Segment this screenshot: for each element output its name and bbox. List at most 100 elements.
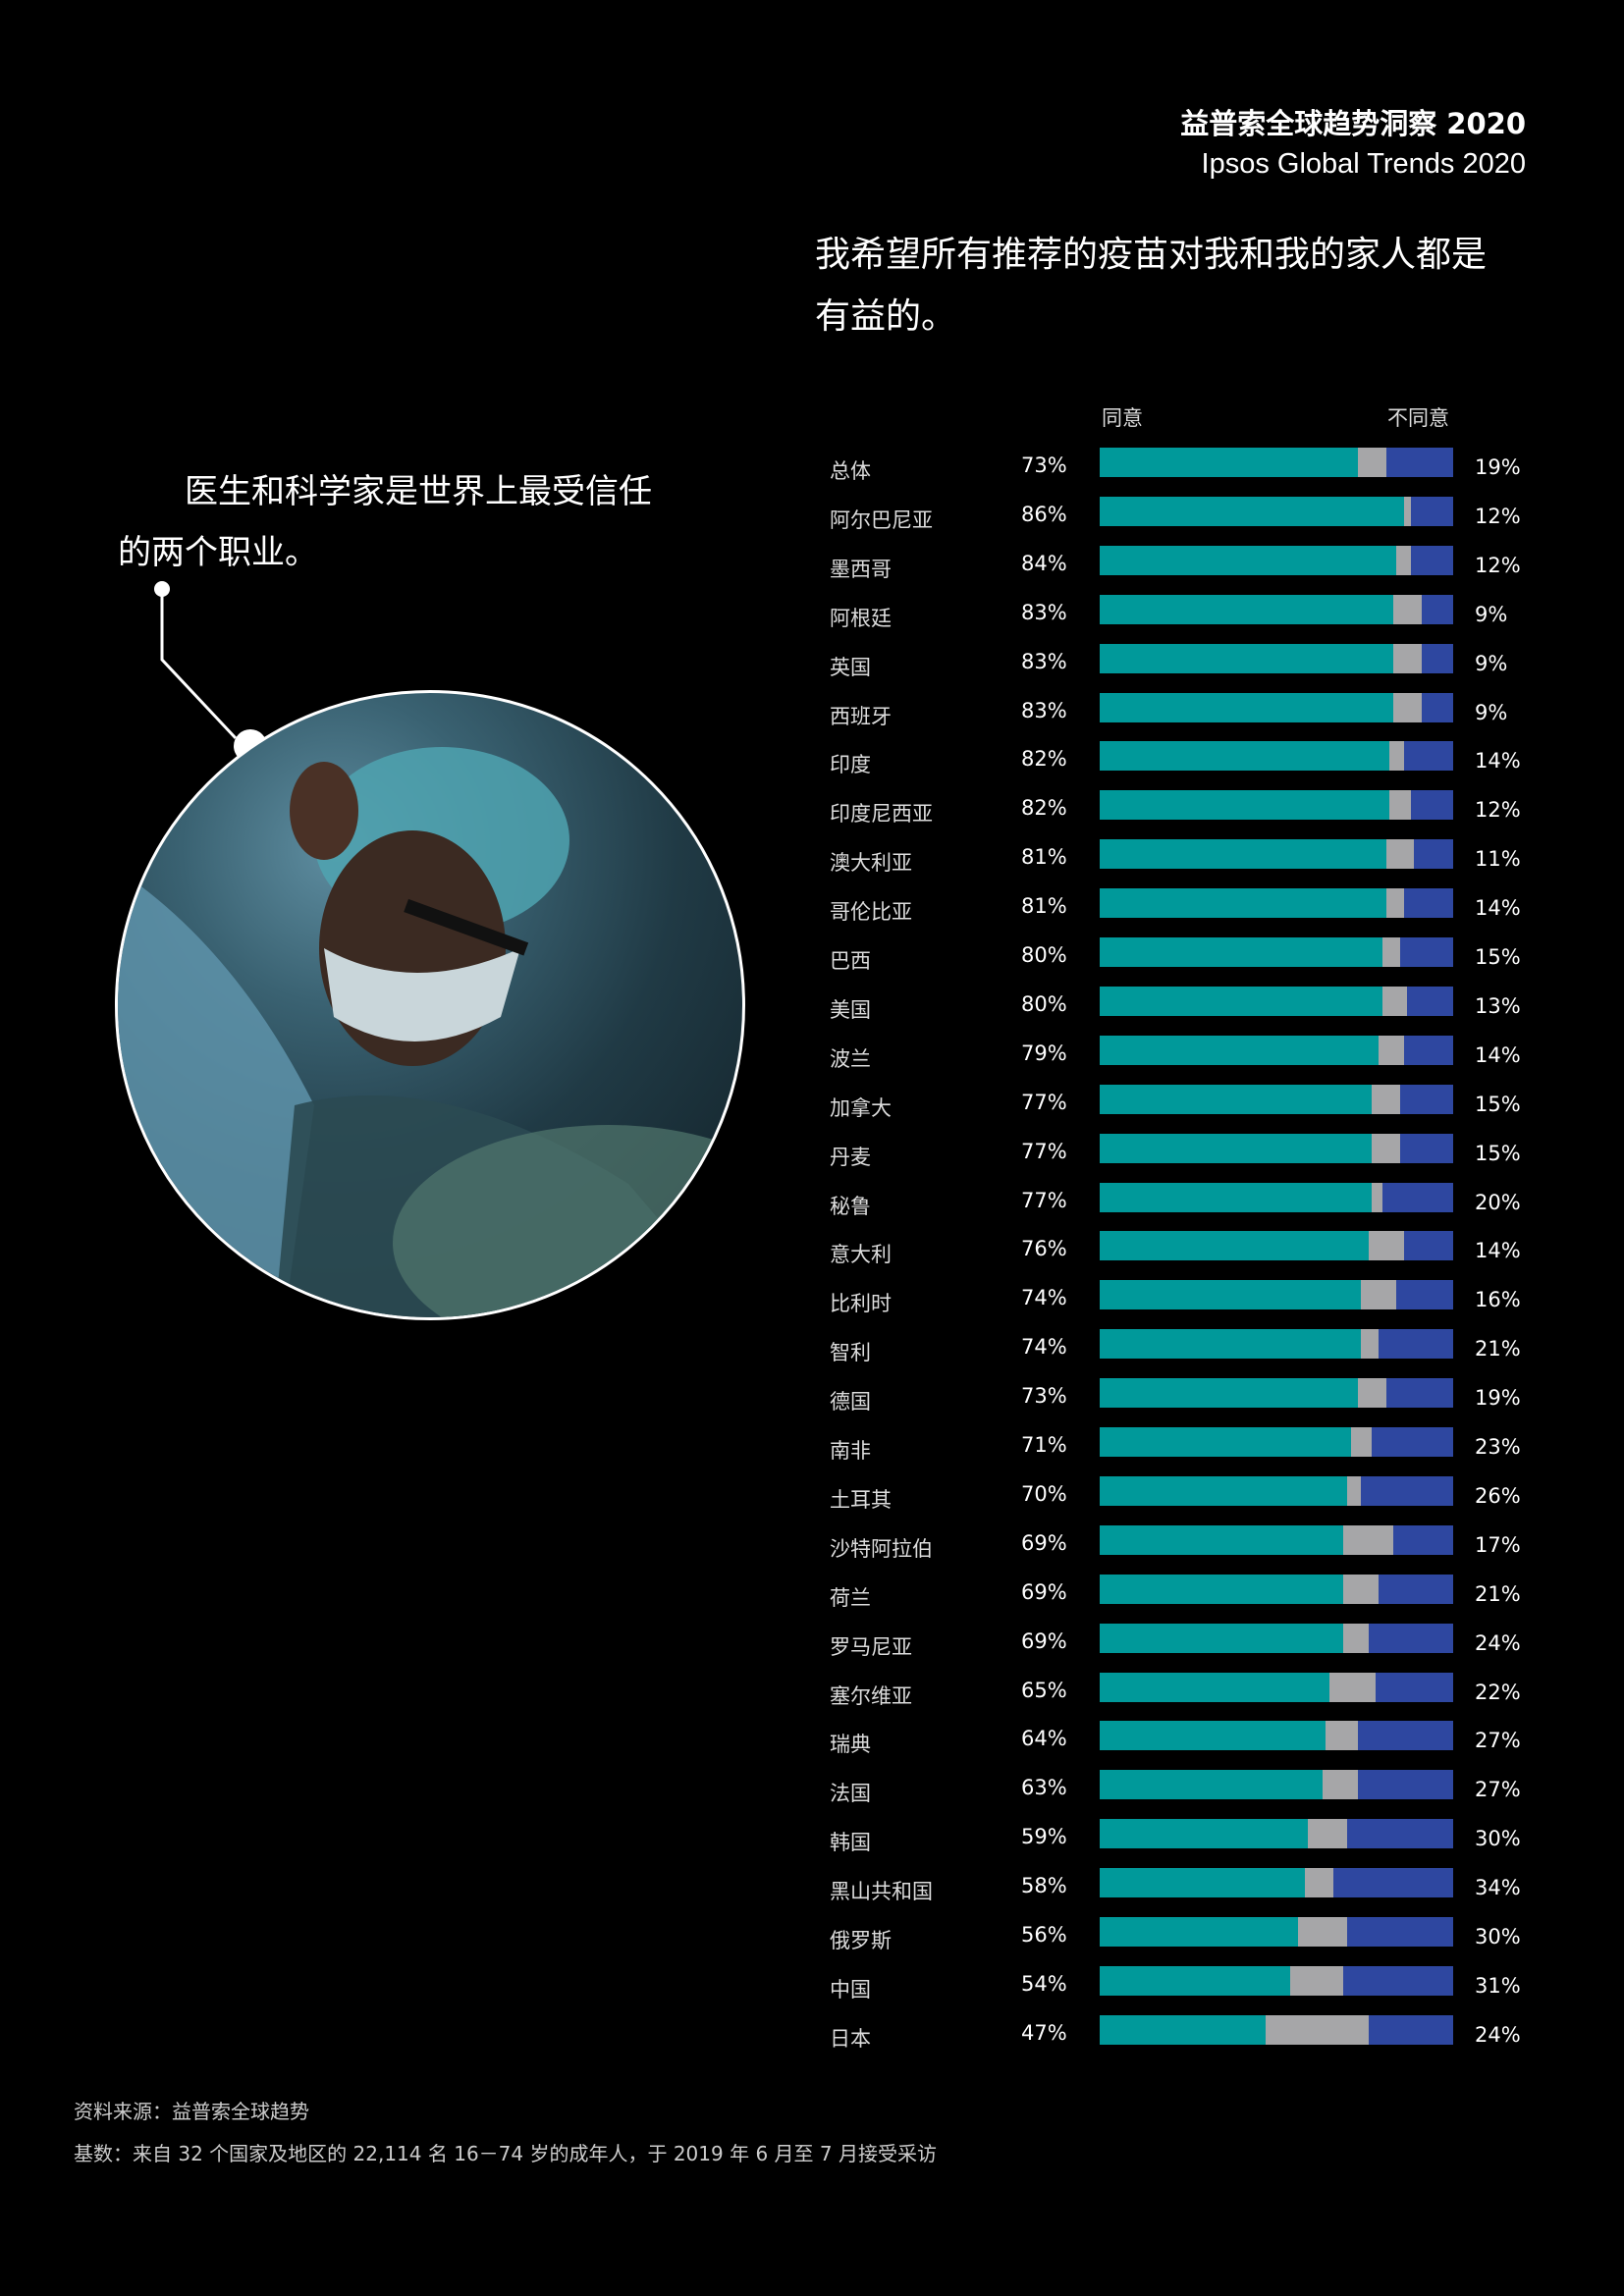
disagree-value-label: 17%: [1475, 1532, 1521, 1557]
neutral-segment: [1357, 1378, 1386, 1409]
neutral-segment: [1290, 1965, 1344, 1996]
neutral-segment: [1392, 594, 1422, 624]
agree-segment: [1100, 1721, 1326, 1751]
agree-value-label: 69%: [1021, 1629, 1067, 1653]
agree-segment: [1100, 1084, 1373, 1114]
agree-value-label: 77%: [1021, 1188, 1067, 1212]
disagree-value-label: 14%: [1475, 1042, 1521, 1067]
disagree-value-label: 22%: [1475, 1680, 1521, 1704]
disagree-value-label: 12%: [1475, 504, 1521, 528]
survey-question: 我希望所有推荐的疫苗对我和我的家人都是有益的。: [815, 235, 1488, 337]
stacked-bar: [1100, 839, 1453, 870]
neutral-segment: [1379, 1035, 1404, 1065]
disagree-value-label: 16%: [1475, 1288, 1521, 1312]
chart-row: 美国 80% 13%: [0, 986, 1624, 1036]
stacked-bar: [1100, 1084, 1453, 1114]
disagree-segment: [1403, 1231, 1453, 1261]
stacked-bar: [1100, 1574, 1453, 1604]
disagree-segment: [1410, 545, 1453, 575]
agree-segment: [1100, 1035, 1380, 1065]
chart-row: 中国 54% 31%: [0, 1965, 1624, 2015]
stacked-bar: [1100, 1280, 1453, 1310]
neutral-segment: [1385, 839, 1415, 870]
disagree-segment: [1372, 1427, 1453, 1457]
disagree-segment: [1410, 790, 1453, 821]
disagree-value-label: 14%: [1475, 896, 1521, 921]
neutral-segment: [1347, 1475, 1362, 1506]
chart-row: 智利 74% 21%: [0, 1329, 1624, 1378]
disagree-value-label: 24%: [1475, 1630, 1521, 1655]
chart-row: 英国 83% 9%: [0, 643, 1624, 693]
country-label: 阿尔巴尼亚: [830, 507, 933, 532]
disagree-value-label: 9%: [1475, 602, 1508, 626]
agree-value-label: 77%: [1021, 1090, 1067, 1114]
agree-value-label: 70%: [1021, 1481, 1067, 1506]
agree-value-label: 83%: [1021, 698, 1067, 722]
callout-text: 医生和科学家是世界上最受信任的两个职业。: [118, 472, 652, 572]
agree-segment: [1100, 741, 1390, 772]
agree-value-label: 71%: [1021, 1433, 1067, 1457]
country-label: 美国: [830, 997, 871, 1022]
chart-row: 塞尔维亚 65% 22%: [0, 1672, 1624, 1722]
agree-value-label: 81%: [1021, 894, 1067, 919]
stacked-bar: [1100, 545, 1453, 575]
stacked-bar: [1100, 594, 1453, 624]
neutral-segment: [1392, 692, 1422, 722]
agree-segment: [1100, 643, 1393, 673]
chart-row: 印度 82% 14%: [0, 741, 1624, 790]
base-note: 基数：来自 32 个国家及地区的 22,114 名 16－74 岁的成年人，于 …: [74, 2142, 937, 2165]
agree-segment: [1100, 545, 1397, 575]
agree-value-label: 64%: [1021, 1727, 1067, 1751]
neutral-segment: [1322, 1770, 1358, 1800]
neutral-segment: [1297, 1917, 1347, 1947]
chart-row: 西班牙 83% 9%: [0, 692, 1624, 742]
disagree-segment: [1381, 1182, 1453, 1212]
agree-value-label: 58%: [1021, 1874, 1067, 1898]
neutral-segment: [1389, 741, 1404, 772]
disagree-value-label: 34%: [1475, 1876, 1521, 1900]
disagree-value-label: 14%: [1475, 1239, 1521, 1263]
disagree-value-label: 12%: [1475, 553, 1521, 577]
chart-row: 加拿大 77% 15%: [0, 1084, 1624, 1134]
agree-value-label: 83%: [1021, 649, 1067, 673]
surgeon-illustration: [118, 747, 742, 1317]
agree-segment: [1100, 1965, 1291, 1996]
stacked-bar: [1100, 986, 1453, 1016]
country-label: 印度尼西亚: [830, 802, 933, 827]
agree-value-label: 79%: [1021, 1041, 1067, 1065]
stacked-bar: [1100, 1378, 1453, 1409]
agree-value-label: 73%: [1021, 1384, 1067, 1409]
country-label: 德国: [830, 1390, 871, 1415]
neutral-segment: [1385, 888, 1404, 919]
stacked-bar: [1100, 1427, 1453, 1457]
agree-segment: [1100, 2014, 1267, 2045]
agree-value-label: 80%: [1021, 991, 1067, 1016]
country-label: 西班牙: [830, 704, 892, 728]
agree-segment: [1100, 1231, 1369, 1261]
chart-row: 澳大利亚 81% 11%: [0, 839, 1624, 888]
disagree-segment: [1357, 1721, 1453, 1751]
disagree-segment: [1385, 448, 1453, 477]
neutral-segment: [1372, 1182, 1382, 1212]
disagree-segment: [1361, 1475, 1453, 1506]
stacked-bar: [1100, 888, 1453, 919]
country-label: 印度: [830, 753, 871, 777]
disagree-value-label: 20%: [1475, 1190, 1521, 1214]
agree-value-label: 82%: [1021, 796, 1067, 821]
agree-value-label: 86%: [1021, 502, 1067, 526]
neutral-segment: [1403, 496, 1411, 526]
agree-segment: [1100, 1329, 1362, 1360]
disagree-value-label: 9%: [1475, 651, 1508, 675]
disagree-segment: [1357, 1770, 1453, 1800]
chart-row: 秘鲁 77% 20%: [0, 1182, 1624, 1232]
neutral-segment: [1372, 1133, 1400, 1163]
stacked-bar: [1100, 790, 1453, 821]
chart-row: 意大利 76% 14%: [0, 1231, 1624, 1280]
disagree-segment: [1396, 1280, 1453, 1310]
agree-segment: [1100, 1475, 1347, 1506]
disagree-value-label: 13%: [1475, 993, 1521, 1018]
chart-row: 哥伦比亚 81% 14%: [0, 888, 1624, 937]
disagree-segment: [1399, 1133, 1453, 1163]
disagree-segment: [1368, 1623, 1453, 1653]
stacked-bar: [1100, 1182, 1453, 1212]
